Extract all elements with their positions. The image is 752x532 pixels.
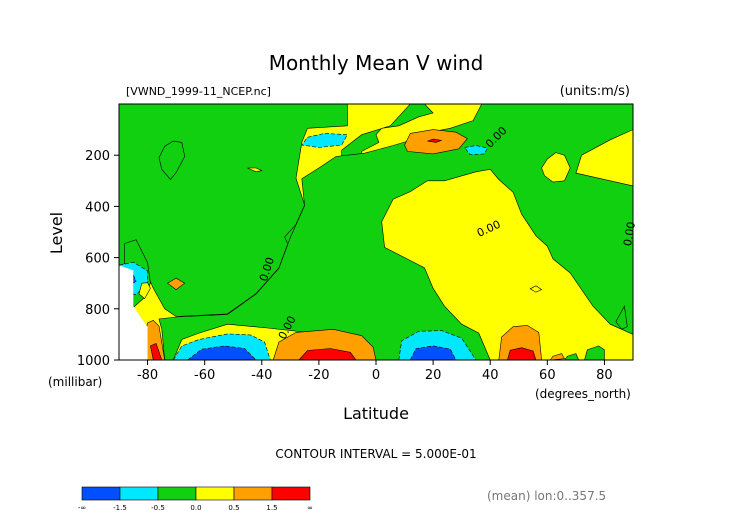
colorbar-swatch-1 [119, 486, 159, 501]
colorbar-swatch-5 [271, 486, 311, 501]
x-tick-label: 60 [539, 368, 556, 383]
y-tick-label: 600 [85, 252, 110, 267]
colorbar-label: 0.5 [228, 504, 239, 512]
contour-label: 0.00 [621, 221, 638, 247]
contour-region-12 [463, 145, 488, 156]
contour-region-2 [158, 103, 634, 361]
colorbar-label: 0.0 [190, 504, 201, 512]
chart-subtitle-left: [VWND_1999-11_NCEP.nc] [126, 85, 271, 98]
y-tick-label: 1000 [77, 354, 110, 369]
contour-region-15 [166, 277, 186, 290]
contour-region-18 [138, 282, 151, 300]
missing-data-area [119, 265, 148, 360]
colorbar-label: -1.5 [113, 504, 127, 512]
x-tick-label: 80 [596, 368, 613, 383]
contour-interval-text: CONTOUR INTERVAL = 5.000E-01 [275, 447, 476, 461]
x-axis-title: Latitude [343, 404, 409, 423]
x-tick-label: -80 [137, 368, 158, 383]
contour-region-8 [615, 305, 628, 330]
x-tick-label: 20 [425, 368, 442, 383]
contour-region-22 [186, 345, 257, 361]
contour-region-4 [541, 152, 571, 183]
colorbar-label: -0.5 [151, 504, 165, 512]
footer-mean-lon: (mean) lon:0..357.5 [487, 489, 606, 503]
x-tick-label: 40 [482, 368, 499, 383]
chart-title: Monthly Mean V wind [269, 51, 484, 75]
contour-region-29 [549, 353, 565, 361]
y-tick-label: 400 [85, 200, 110, 215]
colorbar-swatch-0 [81, 486, 121, 501]
colorbar-label: 1.5 [266, 504, 277, 512]
y-tick-label: 800 [85, 303, 110, 318]
y-axis-ticks: 200 400 600 800 1000 [77, 149, 119, 369]
colorbar-label: -∞ [78, 504, 86, 512]
colorbar-swatch-2 [157, 486, 197, 501]
x-axis-unit: (degrees_north) [535, 387, 631, 401]
x-tick-label: -20 [308, 368, 329, 383]
y-tick-label: 200 [85, 149, 110, 164]
contour-region-3 [158, 140, 186, 180]
x-tick-label: 0 [372, 368, 380, 383]
colorbar-swatch-3 [195, 486, 235, 501]
contour-region-14 [427, 138, 442, 143]
x-axis-ticks: -80 -60 -40 -20 0 20 40 60 80 [137, 360, 613, 383]
colorbar-label: ∞ [307, 504, 313, 512]
y-axis-title: Level [47, 212, 66, 254]
contour-region-5 [247, 167, 263, 173]
contour-region-11 [301, 133, 348, 148]
colorbar-swatch-4 [233, 486, 273, 501]
contour-regions [118, 103, 634, 361]
colorbar: -∞ -1.5 -0.5 0.0 0.5 1.5 ∞ [78, 486, 313, 512]
y-axis-unit: (millibar) [48, 375, 102, 389]
chart-subtitle-right: (units:m/s) [560, 84, 630, 99]
x-tick-label: -40 [251, 368, 272, 383]
x-tick-label: -60 [194, 368, 215, 383]
contour-region-7 [529, 285, 543, 293]
